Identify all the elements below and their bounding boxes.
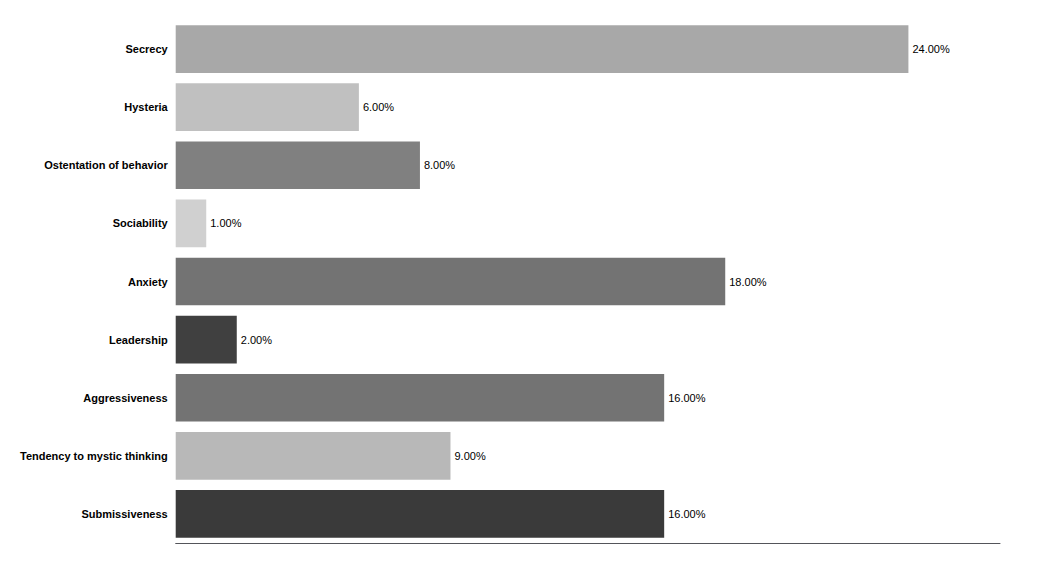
svg-text:Aggressiveness: Aggressiveness	[83, 392, 167, 404]
svg-text:Hysteria: Hysteria	[124, 101, 168, 113]
svg-text:Anxiety: Anxiety	[128, 276, 169, 288]
svg-text:9.00%: 9.00%	[454, 450, 485, 462]
svg-text:16.00%: 16.00%	[668, 392, 706, 404]
svg-text:Ostentation of behavior: Ostentation of behavior	[44, 159, 168, 171]
svg-text:6.00%: 6.00%	[363, 101, 394, 113]
svg-text:Leadership: Leadership	[109, 334, 168, 346]
svg-text:Sociability: Sociability	[113, 217, 169, 229]
svg-text:2.00%: 2.00%	[241, 334, 272, 346]
svg-text:Submissiveness: Submissiveness	[81, 508, 167, 520]
svg-text:16.00%: 16.00%	[668, 508, 706, 520]
svg-text:Secrecy: Secrecy	[125, 43, 168, 55]
svg-text:18.00%: 18.00%	[729, 276, 767, 288]
svg-text:8.00%: 8.00%	[424, 159, 455, 171]
svg-text:Tendency to mystic thinking: Tendency to mystic thinking	[20, 450, 168, 462]
svg-text:1.00%: 1.00%	[210, 217, 241, 229]
svg-text:24.00%: 24.00%	[912, 43, 950, 55]
